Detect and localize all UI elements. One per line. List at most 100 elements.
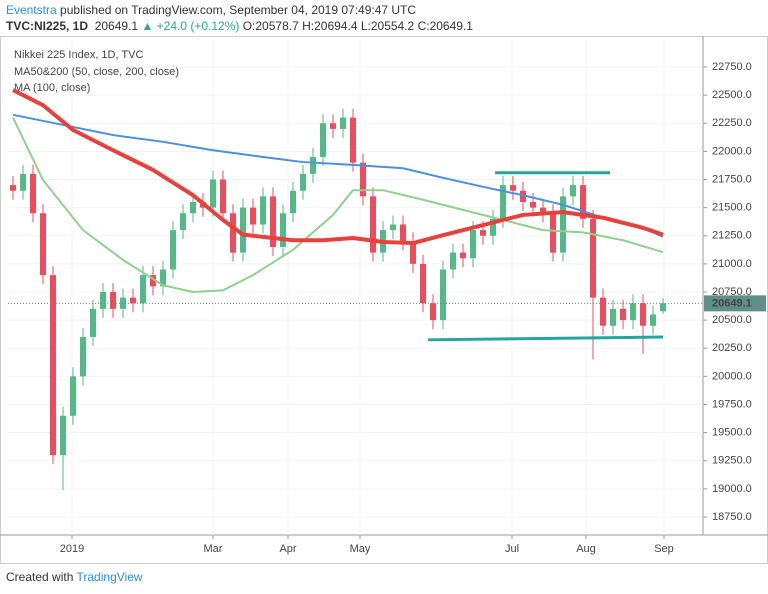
chart: Nikkei 225 Index, 1D, TVC MA50&200 (50, … [0,36,768,564]
candle-body [80,337,86,377]
candle-body [140,275,146,304]
candle-body [510,185,516,191]
candle-body [620,308,626,321]
grid [8,40,703,535]
y-tick-label: 19500.0 [712,427,752,439]
x-tick-label: Sep [654,543,674,555]
candle-body [390,224,396,231]
candle-body [170,230,176,270]
candle-body [160,269,166,287]
y-tick-label: 19750.0 [712,398,752,410]
candle-body [40,213,46,276]
y-tick-label: 22250.0 [712,117,752,129]
candle-body [590,218,596,298]
candle-body [610,308,616,326]
candle-body [240,207,246,253]
candle-body [340,117,346,129]
candle-body [430,303,436,321]
candle-body [310,157,316,174]
candle-body [130,297,136,304]
candle-body [330,123,336,129]
trend-line [427,335,664,342]
candle-body [350,117,356,163]
candle-body [460,252,466,259]
y-tick-label: 21000.0 [712,258,752,270]
symbol: TVC:NI225, 1D [6,19,89,33]
candle-body [500,185,506,219]
candle-body [440,269,446,321]
legend-entry: MA50&200 (50, close, 200, close) [14,66,179,78]
candle-body [10,185,16,191]
candle-body [660,303,666,312]
candle-body [90,308,96,337]
candle-body [360,162,366,197]
candle-body [110,292,116,309]
candle-body [320,123,326,157]
publish-line: Eventstra published on TradingView.com, … [6,2,768,18]
last-price-box [704,295,766,312]
legend-entry: Nikkei 225 Index, 1D, TVC [14,49,143,61]
last: 20649.1 [94,19,139,33]
y-tick-label: 21250.0 [712,230,752,242]
candle-body [260,196,266,225]
candle-body [420,263,426,304]
candle-body [190,202,196,214]
y-tick-label: 20500.0 [712,314,752,326]
candle-body [230,213,236,253]
candle-body [450,252,456,270]
x-tick-label: Apr [279,543,296,555]
quote-line: TVC:NI225, 1D 20649.1 ▲ +24.0 (+0.12%) O… [6,18,768,34]
author[interactable]: Eventstra [6,3,57,17]
candle-body [50,275,56,456]
candle-body [30,173,36,214]
ma-line [12,117,664,293]
y-tick-label: 22750.0 [712,61,752,73]
x-tick-label: Aug [576,543,596,555]
candle-body [210,179,216,208]
header: Eventstra published on TradingView.com, … [0,0,768,36]
candle-body [560,196,566,253]
y-tick-label: 19250.0 [712,455,752,467]
candle-body [290,190,296,214]
last-price-label: 20649.1 [712,297,752,309]
footer-text: Created with [6,570,74,584]
candle-body [410,241,416,264]
candle-body [280,213,286,247]
legend-entry: MA (100, close) [14,82,90,94]
y-tick-label: 21750.0 [712,173,752,185]
y-tick-label: 20250.0 [712,342,752,354]
candle-body [570,185,576,197]
change: ▲ +24.0 (+0.12%) [141,19,240,33]
candle-body [470,230,476,259]
ma-line [12,88,664,246]
candle-body [20,173,26,191]
x-tick-label: Jul [505,543,519,555]
candle-body [60,415,66,456]
x-tick-label: Mar [204,543,223,555]
candle-body [220,179,226,214]
candle-body [100,292,106,309]
candle-body [630,303,636,321]
candle-body [250,207,256,225]
low: L:20554.2 [360,19,415,33]
y-tick-label: 22500.0 [712,89,752,101]
brand[interactable]: TradingView [76,570,143,584]
candle-body [490,218,496,236]
candle-body [400,224,406,242]
candle-body [600,297,606,326]
y-tick-label: 22000.0 [712,145,752,157]
candle-body [640,303,646,326]
x-tick-label: May [350,543,371,555]
y-tick-label: 19000.0 [712,483,752,495]
y-tick-label: 18750.0 [712,511,752,523]
candle-body [270,196,276,247]
candle-body [70,376,76,416]
candle-body [650,314,656,326]
ma-line [12,113,664,238]
y-tick-label: 21500.0 [712,202,752,214]
high: H:20694.4 [302,19,358,33]
candle-body [580,185,586,219]
x-tick-label: 2019 [60,543,84,555]
y-tick-label: 20750.0 [712,286,752,298]
